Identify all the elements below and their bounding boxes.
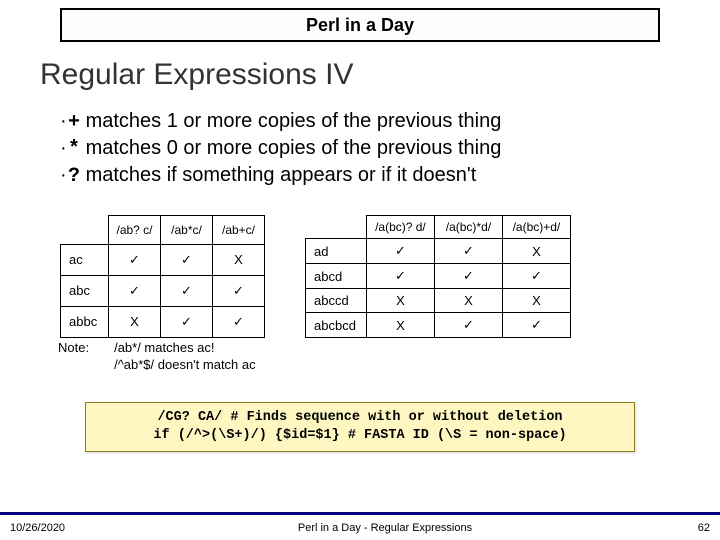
code-line: /CG? CA/ # Finds sequence with or withou… bbox=[96, 409, 624, 427]
title-bar: Perl in a Day bbox=[60, 8, 660, 42]
bullet-item: ·? matches if something appears or if it… bbox=[60, 164, 690, 188]
note-text: /ab*/ matches ac! /^ab*$/ doesn't match … bbox=[114, 340, 256, 374]
match-table-1: /ab? c//ab*c//ab+c/ac✓✓Xabc✓✓✓abbcX✓✓ bbox=[60, 215, 265, 338]
note-label: Note: bbox=[58, 340, 89, 374]
tables-container: /ab? c//ab*c//ab+c/ac✓✓Xabc✓✓✓abbcX✓✓ /a… bbox=[60, 215, 685, 338]
table-row: abcbcdX✓✓ bbox=[306, 313, 571, 338]
bullet-text: matches if something appears or if it do… bbox=[80, 164, 476, 186]
table-cell: ✓ bbox=[502, 313, 570, 338]
table-cell: ✓ bbox=[161, 244, 213, 275]
note-line: /^ab*$/ doesn't match ac bbox=[114, 357, 256, 374]
table-cell: ✓ bbox=[109, 244, 161, 275]
table-cell: X bbox=[213, 244, 265, 275]
row-label: abccd bbox=[306, 289, 367, 313]
footer-date: 10/26/2020 bbox=[10, 522, 100, 534]
bullet-op: * bbox=[68, 138, 80, 161]
footer: 10/26/2020 Perl in a Day - Regular Expre… bbox=[0, 512, 720, 540]
table-cell: X bbox=[366, 313, 434, 338]
bullet-dot: · bbox=[60, 137, 68, 160]
bullet-item: ·* matches 0 or more copies of the previ… bbox=[60, 137, 690, 161]
bullet-item: ·+ matches 1 or more copies of the previ… bbox=[60, 110, 690, 134]
row-label: abc bbox=[61, 275, 109, 306]
bullet-text: matches 1 or more copies of the previous… bbox=[80, 110, 501, 132]
table-cell: ✓ bbox=[161, 306, 213, 337]
note-block: Note: /ab*/ matches ac! /^ab*$/ doesn't … bbox=[58, 340, 256, 374]
page-heading: Regular Expressions IV bbox=[40, 58, 353, 92]
row-label: abcbcd bbox=[306, 313, 367, 338]
table-row: abc✓✓✓ bbox=[61, 275, 265, 306]
row-label: ac bbox=[61, 244, 109, 275]
bullet-op: ? bbox=[68, 165, 80, 188]
table-row: ac✓✓X bbox=[61, 244, 265, 275]
match-table-2: /a(bc)? d//a(bc)*d//a(bc)+d/ad✓✓Xabcd✓✓✓… bbox=[305, 215, 571, 338]
bullet-dot: · bbox=[60, 164, 68, 187]
table-cell: ✓ bbox=[213, 275, 265, 306]
table-header: /ab*c/ bbox=[161, 216, 213, 245]
table-header: /ab? c/ bbox=[109, 216, 161, 245]
table-cell: ✓ bbox=[434, 313, 502, 338]
bullet-list: ·+ matches 1 or more copies of the previ… bbox=[60, 110, 690, 191]
row-label: ad bbox=[306, 239, 367, 264]
table-cell: X bbox=[502, 239, 570, 264]
row-label: abbc bbox=[61, 306, 109, 337]
code-line: if (/^>(\S+)/) {$id=$1} # FASTA ID (\S =… bbox=[96, 427, 624, 445]
bullet-dot: · bbox=[60, 110, 68, 133]
table-cell: X bbox=[109, 306, 161, 337]
code-box: /CG? CA/ # Finds sequence with or withou… bbox=[85, 402, 635, 452]
table-row: ad✓✓X bbox=[306, 239, 571, 264]
table-cell: ✓ bbox=[161, 275, 213, 306]
row-label: abcd bbox=[306, 264, 367, 289]
table-header: /a(bc)*d/ bbox=[434, 216, 502, 239]
table-header: /ab+c/ bbox=[213, 216, 265, 245]
table-row: abccdXXX bbox=[306, 289, 571, 313]
note-line: /ab*/ matches ac! bbox=[114, 340, 256, 357]
footer-page: 62 bbox=[670, 522, 710, 534]
table-header: /a(bc)? d/ bbox=[366, 216, 434, 239]
table-row: abcd✓✓✓ bbox=[306, 264, 571, 289]
table-row: abbcX✓✓ bbox=[61, 306, 265, 337]
table-cell: ✓ bbox=[434, 264, 502, 289]
bullet-op: + bbox=[68, 111, 80, 134]
table-cell: ✓ bbox=[109, 275, 161, 306]
table-cell: ✓ bbox=[434, 239, 502, 264]
table-cell: ✓ bbox=[502, 264, 570, 289]
table-cell: X bbox=[366, 289, 434, 313]
footer-title: Perl in a Day - Regular Expressions bbox=[100, 522, 670, 534]
title-bar-text: Perl in a Day bbox=[306, 15, 414, 36]
table-cell: ✓ bbox=[366, 239, 434, 264]
table-cell: X bbox=[434, 289, 502, 313]
table-cell: ✓ bbox=[213, 306, 265, 337]
bullet-text: matches 0 or more copies of the previous… bbox=[80, 137, 501, 159]
table-cell: X bbox=[502, 289, 570, 313]
table-cell: ✓ bbox=[366, 264, 434, 289]
table-header: /a(bc)+d/ bbox=[502, 216, 570, 239]
